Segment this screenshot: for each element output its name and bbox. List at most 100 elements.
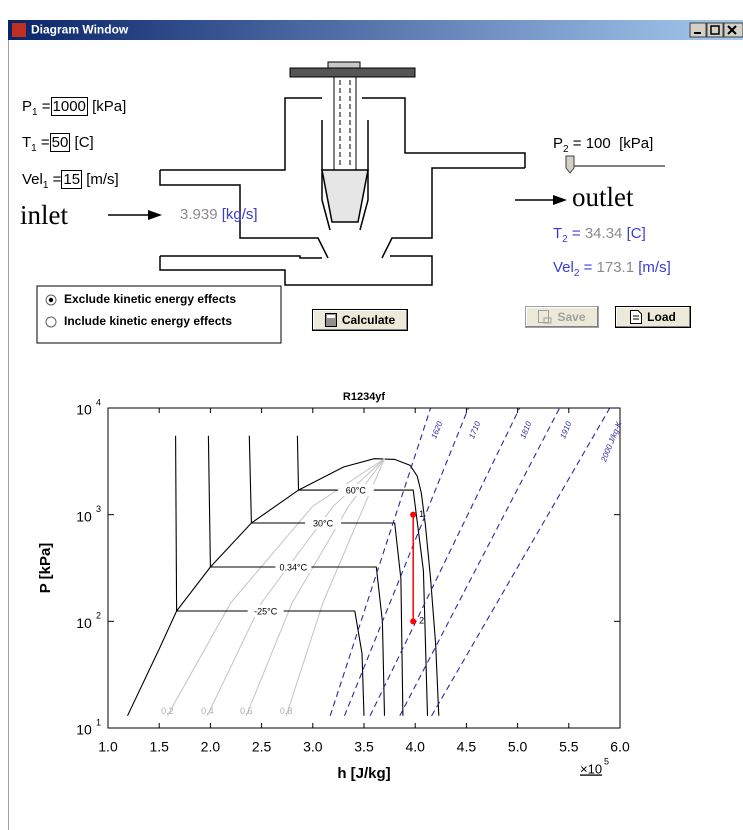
x-multiplier-exp: 5	[604, 756, 609, 766]
quality-label: 0.2	[161, 706, 174, 716]
load-icon	[630, 310, 643, 324]
x-tick-label: 6.0	[610, 739, 630, 755]
value: 173.1	[596, 259, 635, 276]
state-point	[410, 618, 417, 625]
unit: [C]	[74, 134, 94, 151]
maximize-glyph	[710, 25, 720, 35]
save-icon	[538, 310, 552, 324]
input-field[interactable]: 50	[49, 133, 71, 152]
state-label: 1	[419, 509, 424, 519]
close-glyph	[727, 25, 737, 35]
x-tick-label: 3.0	[303, 739, 323, 755]
var-sub: 2	[562, 234, 568, 245]
state-point	[410, 511, 417, 518]
valve-wall	[160, 255, 322, 259]
x-tick-label: 5.0	[508, 739, 528, 755]
y-tick-exp: 3	[96, 504, 101, 514]
x-multiplier: ×10	[580, 761, 602, 776]
y-tick-label: 10	[76, 615, 92, 631]
calculator-icon	[324, 313, 337, 327]
var-sub: 1	[32, 107, 38, 118]
maximize-button[interactable]	[706, 22, 724, 38]
app-icon	[12, 23, 26, 37]
valve-wall	[359, 120, 369, 231]
inlet-arrow	[108, 210, 162, 220]
radio-button[interactable]	[45, 316, 57, 328]
var-name: T	[553, 225, 563, 242]
valve-wall	[321, 120, 331, 231]
quality-label: 0.6	[240, 706, 253, 716]
valve-plug	[321, 169, 369, 223]
option-label[interactable]: Exclude kinetic energy effects	[64, 292, 237, 306]
valve-wall	[362, 97, 526, 168]
window-title: Diagram Window	[31, 23, 129, 37]
x-tick-label: 1.0	[98, 739, 118, 755]
saturation-line	[127, 458, 440, 717]
label-bg	[305, 516, 342, 529]
equals: =	[40, 134, 50, 151]
unit: [m/s]	[86, 171, 119, 188]
y-tick-exp: 4	[96, 397, 101, 407]
y-tick-label: 10	[76, 722, 92, 738]
mass-flow: 3.939 [kg/s]	[180, 206, 258, 223]
close-button[interactable]	[723, 22, 743, 38]
y-tick-exp: 2	[96, 611, 101, 621]
isotherm-line	[175, 435, 365, 716]
valve-diagram	[159, 97, 526, 286]
result-t2: T2 = 34.34 [C]	[553, 225, 646, 245]
calculate-button[interactable]: Calculate	[312, 309, 408, 331]
isotherm-label: 60°C	[346, 485, 367, 495]
mass-flow-value: 3.939	[180, 206, 218, 223]
quality-line	[166, 458, 385, 717]
var-sub: 1	[42, 180, 49, 191]
save-button[interactable]: Save	[525, 306, 599, 328]
entropy-line	[329, 408, 432, 716]
option-label[interactable]: Include kinetic energy effects	[64, 314, 233, 328]
entropy-label: 1620	[429, 420, 444, 440]
x-tick-label: 2.0	[201, 739, 221, 755]
var-name: Vel	[553, 259, 574, 276]
valve-stem-dash	[339, 80, 351, 168]
var-name: P	[22, 98, 33, 115]
pressure-slider[interactable]	[565, 155, 665, 174]
isotherm-line	[207, 435, 386, 716]
equals: =	[583, 259, 593, 276]
quality-label: 0.8	[280, 706, 293, 716]
load-button[interactable]: Load	[615, 306, 691, 328]
entropy-line	[369, 408, 521, 717]
value: 34.34	[584, 225, 623, 242]
quality-label: 0.4	[201, 706, 214, 716]
var-sub: 2	[573, 268, 580, 279]
input-field[interactable]: 15	[61, 170, 83, 189]
valve-wall	[160, 97, 322, 171]
y-axis-label: P [kPa]	[37, 543, 54, 594]
label-bg	[275, 561, 312, 574]
inlet-label: inlet	[20, 200, 68, 230]
valve-wall	[159, 170, 329, 259]
slider-thumb[interactable]	[565, 155, 575, 174]
valve-wall	[159, 255, 433, 286]
entropy-label: 1710	[467, 420, 482, 440]
outlet-pressure: P2 = 100 [kPa]	[553, 135, 653, 155]
var-name: P	[553, 135, 564, 152]
input-p1: P1 = 1000 [kPa]	[22, 97, 126, 118]
state-label: 2	[419, 616, 424, 626]
quality-line	[206, 458, 385, 717]
valve-stem	[333, 76, 357, 171]
isotherm-label: 0.34°C	[280, 562, 308, 572]
input-field[interactable]: 1000	[50, 97, 88, 116]
minimize-button[interactable]	[689, 22, 707, 38]
isotherm-line	[248, 435, 404, 716]
plot-frame	[107, 407, 621, 729]
unit: [C]	[626, 225, 646, 242]
entropy-line	[431, 408, 611, 717]
window-controls[interactable]	[689, 22, 743, 38]
equals: =	[572, 135, 582, 152]
var-name: Vel	[22, 171, 43, 188]
valve-plate	[289, 67, 416, 78]
input-vel1: Vel1 = 15 [m/s]	[22, 170, 119, 191]
x-tick-label: 1.5	[149, 739, 169, 755]
x-tick-label: 4.5	[457, 739, 477, 755]
quality-line	[245, 458, 385, 717]
